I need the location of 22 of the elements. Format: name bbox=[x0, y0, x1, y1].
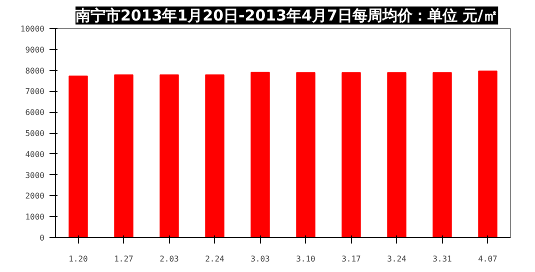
chart-title: 南宁市2013年1月20日-2013年4月7日每周均价：单位 元/㎡ bbox=[74, 6, 498, 24]
x-tick-label: 2.03 bbox=[160, 254, 180, 264]
x-tick-label: 3.10 bbox=[296, 254, 316, 264]
y-tick-label: 0 bbox=[40, 234, 45, 242]
x-tick-label: 1.20 bbox=[68, 254, 88, 264]
y-tick-label: 5000 bbox=[25, 129, 45, 138]
x-tick-label: 3.24 bbox=[387, 254, 407, 264]
y-tick-label: 10000 bbox=[20, 24, 45, 34]
y-tick-label: 9000 bbox=[25, 45, 45, 54]
x-tick-label: 3.31 bbox=[432, 254, 452, 264]
y-tick-label: 7000 bbox=[25, 87, 45, 96]
x-tick-label: 1.27 bbox=[114, 254, 134, 264]
y-tick-label: 6000 bbox=[25, 108, 45, 118]
x-tick-label: 3.17 bbox=[342, 254, 362, 264]
x-tick-label: 2.24 bbox=[205, 254, 225, 264]
y-tick-label: 8000 bbox=[25, 66, 45, 76]
y-tick-label: 4000 bbox=[25, 150, 45, 159]
y-tick-label: 3000 bbox=[25, 170, 45, 180]
y-tick-label: 2000 bbox=[25, 192, 45, 201]
y-tick-label: 1000 bbox=[25, 212, 45, 222]
x-tick-label: 4.07 bbox=[478, 254, 498, 264]
x-tick-label: 3.03 bbox=[250, 254, 270, 264]
